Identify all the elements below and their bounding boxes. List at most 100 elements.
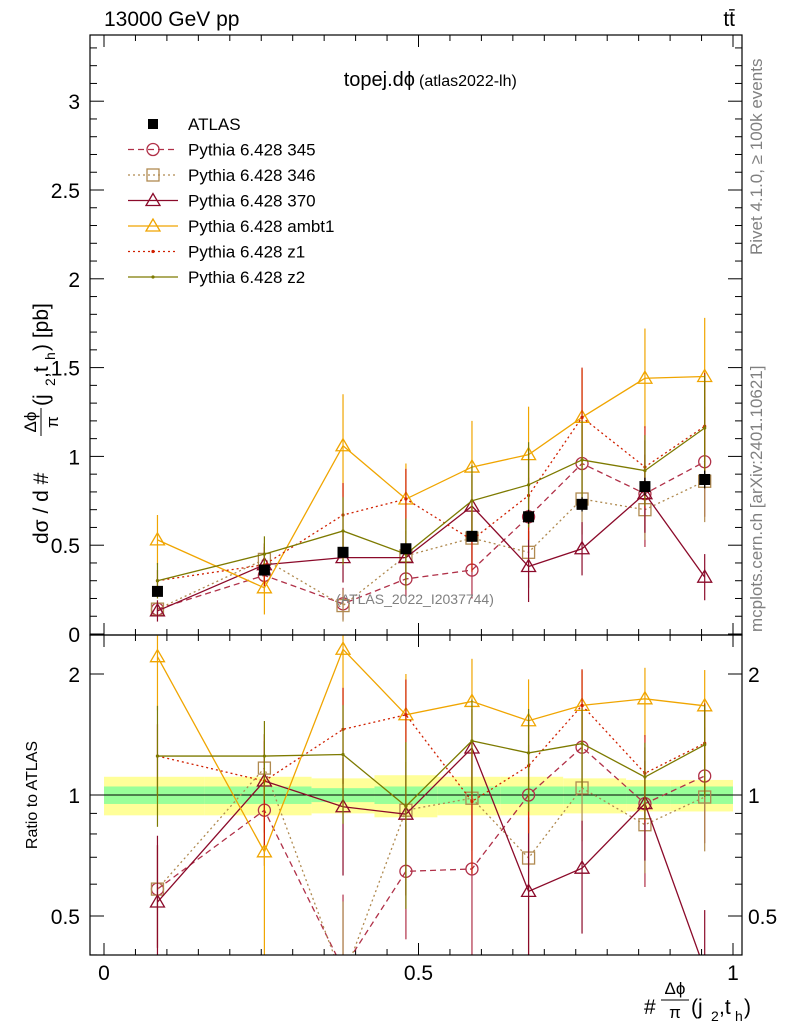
legend: ATLAS Pythia 6.428 345 Pythia 6.428 346 Pyt… bbox=[128, 115, 334, 287]
ratio-point bbox=[334, 640, 352, 655]
data-point bbox=[155, 579, 160, 583]
x-label-hash: # bbox=[644, 996, 656, 1019]
data-point bbox=[580, 415, 584, 419]
data-point bbox=[341, 529, 345, 533]
main-y-tick-label: 2 bbox=[68, 269, 80, 292]
legend-marker bbox=[146, 142, 160, 157]
legend-label: Pythia 6.428 370 bbox=[188, 192, 316, 211]
x-label-frac-den: π bbox=[669, 1003, 681, 1022]
main-panel-background bbox=[90, 35, 742, 635]
y-label-suffix: ) [pb] bbox=[30, 303, 53, 351]
data-point bbox=[573, 540, 591, 555]
ratio-series-z1 bbox=[155, 669, 707, 874]
x-tick-labels: 0 0.5 1 bbox=[98, 962, 739, 985]
legend-label: Pythia 6.428 345 bbox=[188, 141, 316, 160]
y-label-sub2: h bbox=[42, 352, 58, 360]
data-point bbox=[699, 473, 711, 485]
ratio-point bbox=[256, 843, 273, 858]
main-series-group bbox=[149, 317, 713, 622]
ratio-panel: 0.5 0.5 1 1 2 2 Ratio to ATLAS bbox=[24, 634, 777, 985]
process-label: tt̄ bbox=[723, 8, 735, 31]
x-label-sub1: 2 bbox=[711, 1008, 719, 1024]
ratio-y-tick-label: 2 bbox=[68, 664, 80, 687]
legend-marker bbox=[144, 217, 162, 232]
legend-label: Pythia 6.428 z1 bbox=[188, 243, 305, 262]
x-tick-label: 1 bbox=[727, 962, 739, 985]
ratio-point bbox=[155, 754, 160, 758]
data-point bbox=[636, 369, 654, 384]
data-point bbox=[404, 497, 408, 501]
ratio-point bbox=[470, 739, 474, 743]
ratio-y-tick-label: 0.5 bbox=[51, 906, 80, 929]
main-y-tick-label: 0.5 bbox=[51, 535, 80, 558]
y-label-paren: (j bbox=[30, 394, 53, 406]
legend-marker bbox=[151, 275, 155, 279]
main-y-tick-label: 2.5 bbox=[51, 180, 80, 203]
chart-subtitle: (atlas2022-lh) bbox=[419, 73, 517, 90]
ratio-point bbox=[643, 775, 647, 779]
x-label-sub2: h bbox=[735, 1008, 743, 1024]
y-label-sub1: 2 bbox=[42, 378, 58, 386]
x-tick-label: 0.5 bbox=[404, 962, 433, 985]
data-point bbox=[643, 469, 647, 473]
ratio-point bbox=[470, 799, 474, 804]
chart-title: topej.dϕ bbox=[344, 69, 415, 91]
main-y-tick-labels: 0 0.5 1 1.5 2 2.5 3 bbox=[51, 91, 80, 647]
data-point bbox=[149, 531, 166, 546]
legend-label: Pythia 6.428 ambt1 bbox=[188, 217, 334, 236]
data-point bbox=[523, 511, 535, 523]
x-label-suffix: ) bbox=[744, 996, 751, 1019]
y-label-prefix: dσ / d # bbox=[30, 472, 53, 544]
ratio-point bbox=[703, 743, 707, 747]
ratio-point bbox=[337, 973, 349, 985]
ratio-y-label: Ratio to ATLAS bbox=[24, 741, 41, 849]
ratio-point bbox=[149, 893, 166, 908]
ratio-point bbox=[337, 963, 349, 975]
ratio-point bbox=[341, 752, 345, 757]
data-point bbox=[696, 568, 713, 583]
legend-marker bbox=[148, 119, 158, 129]
ratio-point bbox=[262, 754, 266, 758]
ratio-panel-frame bbox=[89, 634, 743, 956]
main-panel: 00.511.522.53 topej.dϕ (atlas2022-lh) (A… bbox=[21, 34, 743, 647]
y-label-frac-den: π bbox=[43, 416, 62, 428]
data-point bbox=[149, 602, 166, 617]
x-axis-label: # Δϕ π (j 2 ,t h ) bbox=[644, 979, 751, 1024]
data-point bbox=[336, 598, 350, 613]
ratio-y-tick-labels: 0.5 0.5 1 1 2 2 bbox=[51, 664, 777, 929]
data-point bbox=[470, 499, 474, 503]
ratio-axis-ticks bbox=[90, 635, 742, 956]
x-label-frac-num: Δϕ bbox=[665, 979, 686, 998]
rivet-label: Rivet 4.1.0, ≥ 100k events bbox=[747, 59, 766, 255]
ratio-point bbox=[580, 741, 584, 746]
mcplots-label: mcplots.cern.ch [arXiv:2401.10621] bbox=[747, 366, 766, 632]
data-point bbox=[151, 585, 163, 597]
y-axis-label: dσ / d # Δϕ π (j 2 ,t h ) [pb] bbox=[21, 303, 62, 544]
ratio-point bbox=[149, 648, 166, 663]
y-label-mid: ,t bbox=[30, 366, 53, 378]
legend-label: Pythia 6.428 346 bbox=[188, 166, 316, 185]
main-y-tick-label: 3 bbox=[68, 91, 80, 114]
main-y-tick-label: 1 bbox=[68, 446, 80, 469]
ratio-point bbox=[404, 713, 408, 717]
ratio-y-tick-label-right: 2 bbox=[748, 664, 760, 687]
ratio-y-tick-label-right: 1 bbox=[748, 785, 760, 808]
ratio-point bbox=[636, 690, 654, 705]
legend-marker bbox=[146, 168, 160, 182]
ratio-series-z2 bbox=[155, 699, 707, 909]
data-point bbox=[580, 458, 584, 462]
ratio-point bbox=[573, 859, 591, 874]
data-point bbox=[576, 498, 588, 510]
series-ATLAS bbox=[151, 470, 711, 597]
data-point bbox=[262, 552, 266, 556]
ratio-y-tick-label-right: 0.5 bbox=[748, 906, 777, 929]
main-y-tick-label: 1.5 bbox=[51, 358, 80, 381]
legend-label: Pythia 6.428 z2 bbox=[188, 268, 305, 287]
ratio-point bbox=[698, 963, 712, 975]
data-point bbox=[703, 426, 707, 430]
ratio-series-line bbox=[156, 766, 705, 955]
ratio-point bbox=[580, 703, 584, 707]
x-label-mid: ,t bbox=[719, 996, 731, 1019]
ratio-series-370 bbox=[149, 709, 712, 975]
